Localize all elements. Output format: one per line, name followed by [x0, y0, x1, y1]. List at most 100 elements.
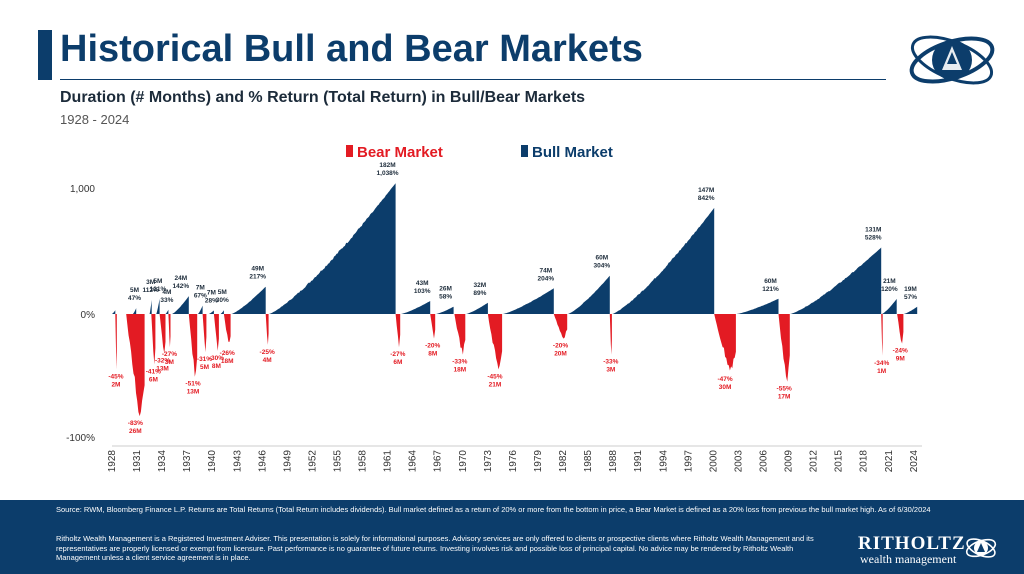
x-tick-label: 2009: [784, 450, 795, 473]
x-tick-label: 1952: [307, 450, 318, 473]
bear-months-label: 8M: [212, 363, 221, 370]
y-tick-label: 0%: [81, 310, 96, 321]
bull-market-area: [466, 302, 488, 314]
bull-months-label: 60M: [764, 278, 777, 285]
bear-market-area: [714, 314, 736, 371]
bull-months-label: 5M: [153, 278, 162, 285]
bull-months-label: 21M: [883, 278, 896, 285]
bull-return-label: 142%: [173, 283, 190, 290]
bull-return-label: 1,038%: [377, 170, 399, 177]
bear-months-label: 6M: [149, 376, 158, 383]
x-tick-label: 2024: [909, 450, 920, 473]
bear-return-label: -45%: [487, 373, 502, 380]
source-note: Source: RWM, Bloomberg Finance L.P. Retu…: [56, 505, 931, 514]
x-tick-label: 1949: [282, 450, 293, 473]
bear-months-label: 2M: [111, 381, 120, 388]
x-tick-label: 1934: [157, 450, 168, 473]
bull-return-label: 120%: [881, 286, 898, 293]
x-tick-label: 1928: [107, 450, 118, 473]
bull-months-label: 5M: [130, 287, 139, 294]
legend-label: Bull Market: [532, 144, 613, 161]
x-tick-label: 1931: [132, 450, 143, 473]
bear-return-label: -20%: [553, 343, 568, 350]
bear-market-area: [213, 314, 219, 351]
footer: Source: RWM, Bloomberg Finance L.P. Retu…: [0, 500, 1024, 574]
x-tick-label: 2000: [708, 450, 719, 473]
x-tick-label: 2018: [859, 450, 870, 473]
x-tick-label: 2015: [834, 450, 845, 473]
bull-market-area: [208, 310, 214, 314]
bear-return-label: -33%: [603, 359, 618, 366]
bear-months-label: 20M: [554, 351, 567, 358]
bull-months-label: 49M: [251, 266, 264, 273]
bull-return-label: 58%: [439, 294, 452, 301]
bull-market-area: [736, 298, 779, 314]
bull-market-area: [112, 310, 116, 314]
bull-months-label: 4M: [162, 289, 171, 296]
bull-market-area: [149, 299, 152, 314]
x-tick-label: 1991: [633, 450, 644, 473]
bear-return-label: -30%: [209, 355, 224, 362]
legend-label: Bear Market: [357, 144, 443, 161]
bear-months-label: 6M: [393, 359, 402, 366]
page-title: Historical Bull and Bear Markets: [60, 28, 643, 70]
bull-months-label: 147M: [698, 187, 714, 194]
y-tick-label: -100%: [66, 433, 95, 444]
x-tick-label: 2021: [884, 450, 895, 473]
bull-market-area: [612, 207, 715, 314]
bull-return-label: 89%: [473, 290, 486, 297]
bull-market-area: [790, 247, 882, 314]
x-tick-label: 1946: [257, 450, 268, 473]
x-tick-label: 1985: [583, 450, 594, 473]
footer-brand-sub: wealth management: [860, 552, 957, 566]
bull-return-label: 842%: [698, 195, 715, 202]
bear-months-label: 18M: [454, 367, 467, 374]
bear-months-label: 9M: [896, 356, 905, 363]
bear-return-label: -83%: [128, 420, 143, 427]
x-tick-label: 1973: [483, 450, 494, 473]
legend-swatch: [521, 145, 528, 157]
bear-return-label: -45%: [108, 373, 123, 380]
footer-brand: RITHOLTZ: [858, 533, 966, 554]
bull-market-area: [401, 301, 431, 314]
date-range: 1928 - 2024: [60, 112, 130, 127]
bear-market-area: [609, 314, 612, 355]
x-tick-label: 1937: [182, 450, 193, 473]
x-tick-label: 1967: [433, 450, 444, 473]
bear-market-area: [188, 314, 198, 377]
bear-months-label: 5M: [200, 364, 209, 371]
bear-market-area: [202, 314, 207, 353]
bull-market-area: [231, 286, 266, 314]
bull-months-label: 19M: [904, 286, 917, 293]
bull-market-area: [568, 275, 610, 314]
bear-market-area: [897, 314, 904, 344]
bull-bear-chart: Bear Market Bull Market 1,000 0% -100% 1928 19…: [66, 144, 922, 473]
bear-market-area: [430, 314, 436, 339]
bull-months-label: 5M: [218, 289, 227, 296]
bull-return-label: 121%: [762, 286, 779, 293]
x-tick-label: 1994: [658, 450, 669, 473]
bear-market-area: [881, 314, 883, 356]
bear-market-area: [126, 314, 145, 417]
bull-return-label: 30%: [216, 297, 229, 304]
bear-return-label: -20%: [425, 343, 440, 350]
bull-return-label: 47%: [128, 295, 141, 302]
bear-market-area: [265, 314, 269, 345]
bear-return-label: -24%: [893, 348, 908, 355]
bear-months-label: 13M: [187, 389, 200, 396]
bull-months-label: 74M: [540, 267, 553, 274]
bear-months-label: 13M: [156, 365, 169, 372]
footer-logo-icon: [965, 538, 997, 558]
bear-return-label: -31%: [197, 356, 212, 363]
bear-months-label: 30M: [719, 384, 732, 391]
bear-return-label: -41%: [146, 368, 161, 375]
x-tick-label: 1982: [558, 450, 569, 473]
bear-return-label: -26%: [220, 350, 235, 357]
bear-return-label: -27%: [162, 351, 177, 358]
x-tick-label: 1970: [458, 450, 469, 473]
bear-market-area: [151, 314, 156, 365]
bear-return-label: -27%: [390, 351, 405, 358]
bull-market-area: [165, 309, 169, 314]
bull-months-label: 60M: [595, 255, 608, 262]
bear-return-label: -34%: [874, 360, 889, 367]
